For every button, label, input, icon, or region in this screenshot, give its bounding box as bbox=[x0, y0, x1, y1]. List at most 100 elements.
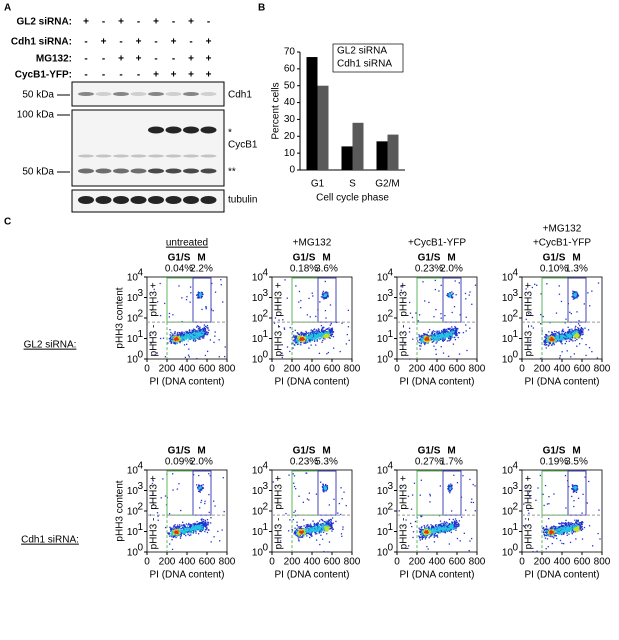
cell-dot bbox=[200, 331, 203, 333]
cell-dot bbox=[203, 337, 205, 339]
cell-dot bbox=[543, 343, 545, 346]
cell-dot bbox=[452, 293, 454, 295]
cell-dot bbox=[175, 527, 178, 529]
cell-dot bbox=[572, 293, 574, 295]
cell-dot bbox=[208, 473, 210, 475]
cell-dot bbox=[435, 342, 437, 344]
cell-dot bbox=[448, 340, 450, 342]
cell-dot bbox=[442, 328, 445, 331]
y-tick-base: 10 bbox=[127, 486, 139, 497]
cell-dot bbox=[186, 335, 188, 337]
blot-band bbox=[78, 168, 94, 174]
cell-dot bbox=[202, 332, 204, 334]
column-header: +CycB1-YFP bbox=[408, 238, 466, 249]
cell-dot bbox=[554, 339, 556, 342]
cell-dot bbox=[185, 298, 188, 301]
cell-dot bbox=[450, 295, 452, 297]
cell-dot bbox=[174, 529, 176, 531]
cell-dot bbox=[176, 525, 178, 528]
blot-band bbox=[148, 154, 164, 158]
blot-band bbox=[130, 196, 147, 204]
cell-dot bbox=[181, 337, 183, 339]
blot-band bbox=[95, 168, 112, 174]
cell-dot bbox=[564, 339, 566, 341]
cell-dot bbox=[547, 337, 550, 339]
y-tick-base: 10 bbox=[127, 507, 139, 518]
cell-dot bbox=[188, 332, 190, 334]
y-tick-label: 10 bbox=[284, 148, 296, 159]
cell-dot bbox=[181, 530, 183, 532]
cell-dot bbox=[179, 525, 181, 527]
cell-dot bbox=[178, 531, 180, 534]
cell-dot bbox=[192, 523, 194, 525]
cell-dot bbox=[578, 336, 581, 338]
cell-dot bbox=[292, 340, 294, 342]
cell-dot bbox=[439, 333, 441, 336]
cell-dot bbox=[181, 524, 183, 526]
cell-dot bbox=[437, 331, 439, 333]
blot-band bbox=[183, 154, 199, 158]
cell-dot bbox=[421, 339, 424, 341]
cell-dot bbox=[198, 524, 200, 527]
cell-dot bbox=[300, 335, 303, 338]
cell-dot bbox=[197, 291, 200, 293]
cell-dot bbox=[199, 327, 201, 329]
cell-dot bbox=[454, 330, 456, 333]
cell-dot bbox=[320, 296, 323, 298]
cell-dot bbox=[558, 339, 560, 341]
cell-dot bbox=[441, 333, 443, 336]
y-tick-base: 10 bbox=[127, 273, 139, 284]
cell-dot bbox=[573, 330, 575, 332]
cell-dot bbox=[318, 332, 321, 335]
cell-dot bbox=[578, 334, 580, 336]
cell-dot bbox=[322, 330, 324, 332]
y-tick-exp: 0 bbox=[137, 350, 143, 361]
cell-dot bbox=[426, 341, 429, 343]
cell-dot bbox=[544, 339, 546, 342]
cell-dot bbox=[549, 335, 552, 337]
cell-dot bbox=[571, 328, 573, 330]
cell-dot bbox=[324, 332, 326, 334]
cell-dot bbox=[442, 330, 445, 332]
cell-dot bbox=[560, 339, 562, 341]
cell-dot bbox=[207, 328, 209, 330]
cell-dot bbox=[296, 337, 299, 340]
gate-label: pHH3 - bbox=[149, 518, 160, 550]
cell-dot bbox=[322, 333, 325, 336]
cell-dot bbox=[224, 355, 226, 358]
cell-dot bbox=[564, 333, 566, 336]
cell-dot bbox=[329, 333, 332, 335]
lane-sign: - bbox=[119, 70, 122, 81]
cell-dot bbox=[189, 530, 191, 532]
y-tick-exp: 2 bbox=[262, 309, 268, 320]
cell-dot bbox=[572, 296, 574, 298]
cell-dot bbox=[199, 338, 201, 340]
cell-dot bbox=[434, 330, 436, 333]
cell-dot bbox=[450, 338, 452, 340]
cell-dot bbox=[584, 327, 586, 329]
cell-dot bbox=[203, 324, 206, 326]
cell-dot bbox=[205, 306, 207, 308]
cell-dot bbox=[205, 524, 207, 526]
cell-dot bbox=[195, 532, 197, 534]
cell-dot bbox=[419, 339, 421, 341]
lane-sign: + bbox=[83, 17, 89, 28]
y-tick-exp: 0 bbox=[387, 350, 393, 361]
cell-dot bbox=[424, 338, 427, 340]
cell-dot bbox=[296, 343, 299, 346]
cell-dot bbox=[581, 327, 583, 330]
panel-label: C bbox=[4, 217, 11, 228]
cell-dot bbox=[178, 340, 181, 343]
cell-dot bbox=[311, 337, 313, 339]
cell-dot bbox=[314, 335, 316, 338]
cell-dot bbox=[442, 335, 445, 337]
gate-name: M bbox=[197, 446, 205, 457]
cell-dot bbox=[569, 335, 571, 338]
cell-dot bbox=[436, 337, 438, 339]
cell-dot bbox=[569, 330, 571, 333]
y-tick-base: 10 bbox=[502, 273, 514, 284]
blot-band bbox=[113, 154, 129, 158]
y-tick-exp: 1 bbox=[512, 329, 518, 340]
cell-dot bbox=[468, 294, 470, 296]
cell-dot bbox=[175, 340, 177, 343]
